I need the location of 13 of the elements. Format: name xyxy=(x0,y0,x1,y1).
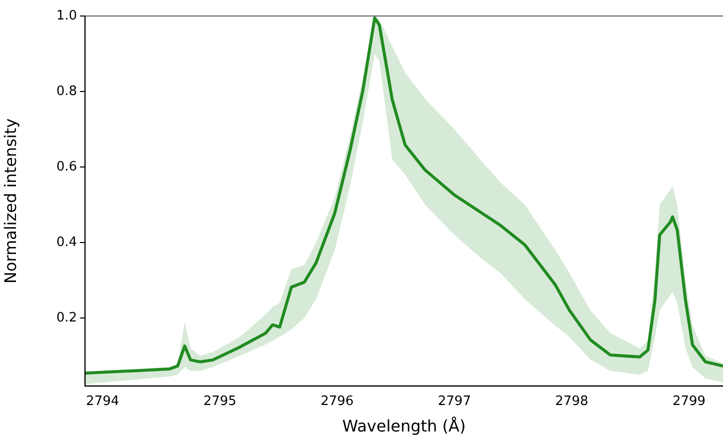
y-tick-label: 0.6 xyxy=(56,159,77,174)
y-tick-label: 0.2 xyxy=(56,310,77,326)
y-axis-title: Normalized intensity xyxy=(0,118,20,284)
x-axis-title: Wavelength (Å) xyxy=(342,416,466,436)
x-tick-label: 2796 xyxy=(320,394,354,410)
x-tick-label: 2799 xyxy=(672,394,706,410)
x-tick-label: 2798 xyxy=(555,394,588,410)
y-tick-label: 1.0 xyxy=(56,8,77,24)
x-tick-label: 2797 xyxy=(438,394,471,410)
x-tick-label: 2795 xyxy=(203,394,236,410)
y-tick-label: 0.4 xyxy=(56,234,77,250)
y-tick-label: 0.8 xyxy=(56,84,77,99)
x-tick-label: 2794 xyxy=(86,394,120,410)
